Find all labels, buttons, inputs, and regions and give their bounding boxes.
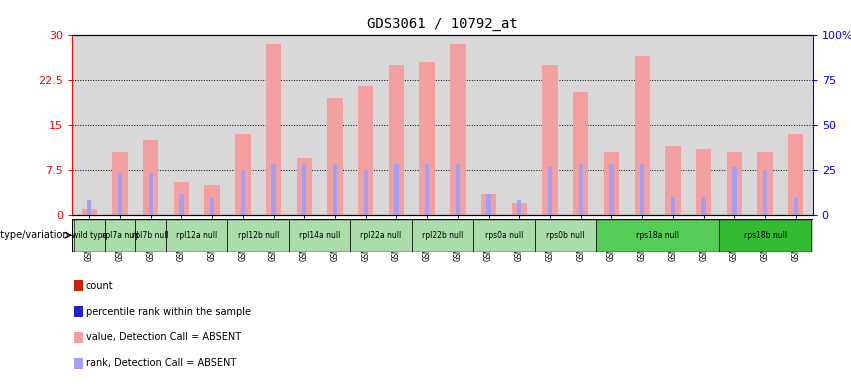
- Text: rps0b null: rps0b null: [546, 231, 585, 240]
- Text: value, Detection Call = ABSENT: value, Detection Call = ABSENT: [86, 333, 241, 343]
- Text: genotype/variation: genotype/variation: [0, 230, 71, 240]
- Bar: [542, 65, 557, 215]
- Text: count: count: [86, 281, 113, 291]
- Bar: [333, 164, 337, 215]
- Text: rpl12a null: rpl12a null: [176, 231, 217, 240]
- Bar: [573, 92, 588, 215]
- Bar: [227, 219, 289, 252]
- Bar: [696, 149, 711, 215]
- Bar: [727, 152, 742, 215]
- Bar: [74, 306, 83, 317]
- Bar: [363, 170, 368, 215]
- Text: rpl12b null: rpl12b null: [237, 231, 279, 240]
- Bar: [732, 167, 736, 215]
- Bar: [112, 152, 128, 215]
- Bar: [389, 65, 404, 215]
- Bar: [204, 185, 220, 215]
- Bar: [794, 197, 798, 215]
- Bar: [665, 146, 681, 215]
- Bar: [548, 167, 552, 215]
- Bar: [481, 194, 496, 215]
- Bar: [671, 197, 675, 215]
- Bar: [450, 44, 465, 215]
- Bar: [166, 219, 227, 252]
- Bar: [517, 200, 522, 215]
- Bar: [719, 219, 811, 252]
- Text: rpl7a null: rpl7a null: [101, 231, 138, 240]
- Bar: [105, 219, 135, 252]
- Bar: [135, 219, 166, 252]
- Bar: [757, 152, 773, 215]
- Bar: [302, 164, 306, 215]
- Bar: [534, 219, 596, 252]
- Bar: [420, 62, 435, 215]
- Bar: [394, 164, 398, 215]
- Bar: [579, 164, 583, 215]
- Bar: [609, 164, 614, 215]
- Bar: [763, 170, 768, 215]
- Bar: [74, 219, 105, 252]
- Bar: [351, 219, 412, 252]
- Bar: [82, 209, 97, 215]
- Bar: [87, 200, 91, 215]
- Bar: [788, 134, 803, 215]
- Text: percentile rank within the sample: percentile rank within the sample: [86, 306, 251, 316]
- Bar: [74, 332, 83, 343]
- Text: wild type: wild type: [71, 231, 106, 240]
- Text: rps0a null: rps0a null: [485, 231, 523, 240]
- Bar: [266, 44, 281, 215]
- Bar: [328, 98, 343, 215]
- Bar: [358, 86, 374, 215]
- Bar: [143, 140, 158, 215]
- Bar: [174, 182, 189, 215]
- Bar: [596, 219, 719, 252]
- Bar: [180, 194, 184, 215]
- Bar: [456, 164, 460, 215]
- Bar: [511, 203, 527, 215]
- Bar: [241, 170, 245, 215]
- Bar: [235, 134, 250, 215]
- Bar: [297, 158, 312, 215]
- Bar: [210, 197, 214, 215]
- Bar: [487, 194, 491, 215]
- Bar: [640, 164, 644, 215]
- Text: rps18b null: rps18b null: [744, 231, 786, 240]
- Bar: [74, 358, 83, 369]
- Text: rpl22a null: rpl22a null: [361, 231, 402, 240]
- Bar: [271, 164, 276, 215]
- Bar: [412, 219, 473, 252]
- Bar: [74, 280, 83, 291]
- Text: rpl14a null: rpl14a null: [299, 231, 340, 240]
- Text: rpl22b null: rpl22b null: [422, 231, 463, 240]
- Text: rps18a null: rps18a null: [636, 231, 679, 240]
- Bar: [149, 173, 153, 215]
- Text: rank, Detection Call = ABSENT: rank, Detection Call = ABSENT: [86, 358, 236, 368]
- Text: rpl7b null: rpl7b null: [132, 231, 169, 240]
- Title: GDS3061 / 10792_at: GDS3061 / 10792_at: [367, 17, 518, 31]
- Bar: [701, 197, 705, 215]
- Bar: [425, 164, 429, 215]
- Bar: [117, 173, 122, 215]
- Bar: [473, 219, 534, 252]
- Bar: [604, 152, 620, 215]
- Bar: [289, 219, 351, 252]
- Bar: [635, 56, 650, 215]
